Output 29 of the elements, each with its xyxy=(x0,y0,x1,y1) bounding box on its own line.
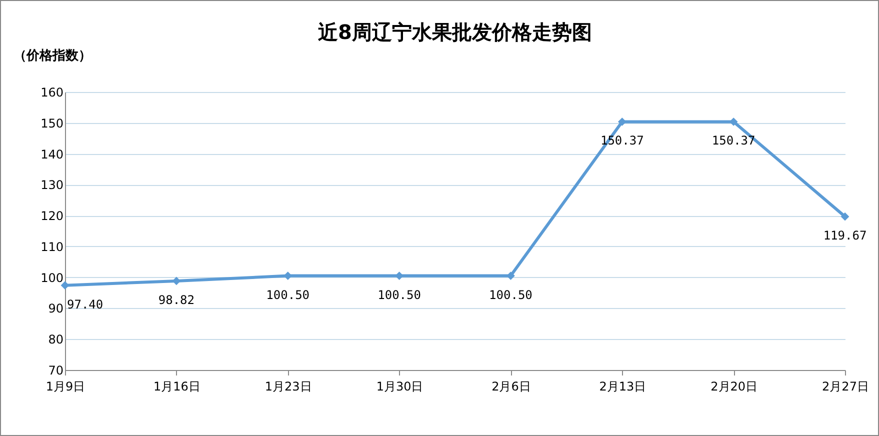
x-tick-label: 1月30日 xyxy=(376,380,424,394)
x-tick-label: 2月20日 xyxy=(710,380,758,394)
chart-title: 近8周辽宁水果批发价格走势图 xyxy=(317,20,592,44)
x-tick-label: 1月9日 xyxy=(46,380,86,394)
point xyxy=(840,212,850,221)
y-tick-label: 100 xyxy=(40,270,64,285)
y-tick-label: 130 xyxy=(40,178,64,192)
data-label: 100.50 xyxy=(266,288,310,302)
x-tick-label: 2月6日 xyxy=(492,380,531,394)
data-label: 97.40 xyxy=(67,297,104,312)
data-label: 150.37 xyxy=(712,134,756,148)
x-tick-label: 2月13日 xyxy=(599,380,646,394)
y-tick-label: 140 xyxy=(40,147,64,162)
data-label: 100.50 xyxy=(378,288,421,302)
point xyxy=(506,272,515,280)
y-tick-label: 150 xyxy=(40,116,64,130)
y-tick-label: 70 xyxy=(48,364,64,378)
y-tick-label: 160 xyxy=(40,86,64,100)
x-tick-label: 2月27日 xyxy=(822,380,869,394)
data-label: 100.50 xyxy=(489,288,532,302)
y-axis-title: （价格指数） xyxy=(14,48,92,64)
y-tick-label: 80 xyxy=(48,332,64,347)
data-label: 98.82 xyxy=(158,292,194,307)
x-tick-label: 1月23日 xyxy=(264,380,312,394)
y-tick-label: 120 xyxy=(40,209,64,224)
y-tick-label: 110 xyxy=(40,240,64,254)
data-label: 119.67 xyxy=(823,228,867,243)
y-tick-label: 90 xyxy=(48,302,64,316)
x-tick-label: 1月16日 xyxy=(153,380,200,394)
